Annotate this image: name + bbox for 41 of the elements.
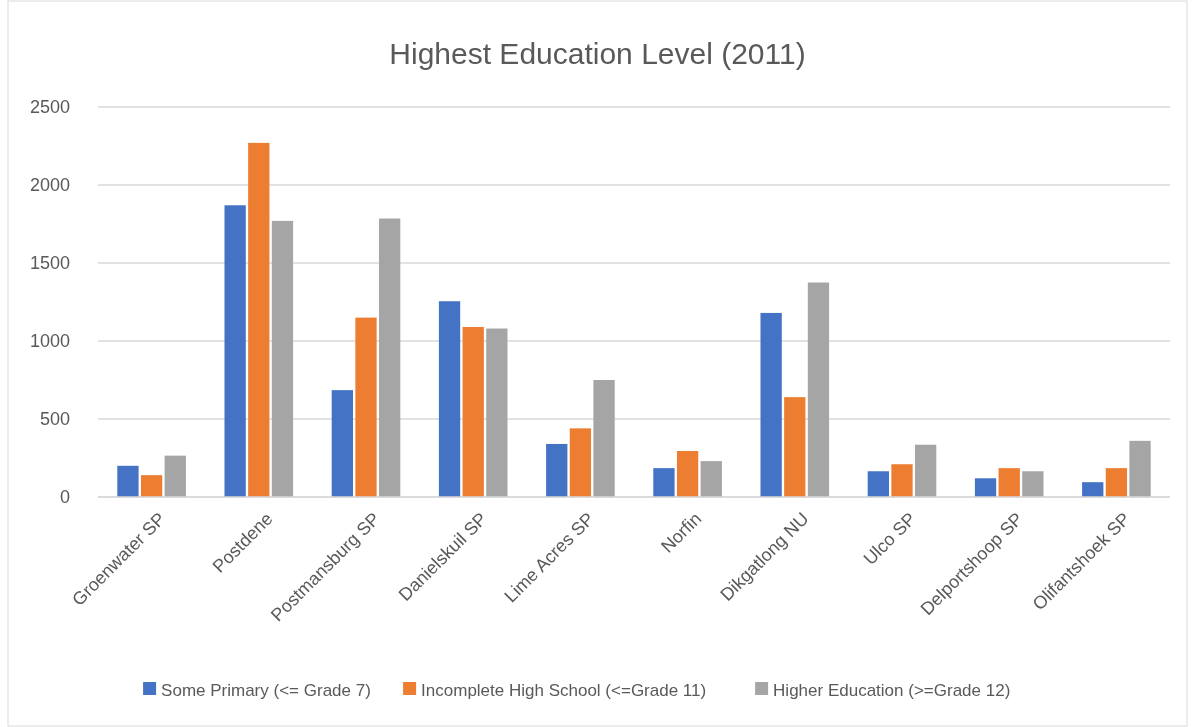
- legend-label: Some Primary (<= Grade 7): [161, 680, 371, 700]
- bar: [331, 390, 353, 497]
- y-tick-label: 2500: [29, 97, 70, 118]
- bar: [760, 312, 782, 497]
- bar: [1105, 468, 1128, 497]
- bar: [593, 380, 615, 497]
- bar: [974, 478, 997, 497]
- bar: [1129, 440, 1151, 497]
- bar: [224, 205, 246, 497]
- y-tick-label: 0: [59, 487, 70, 508]
- bar: [700, 461, 722, 497]
- bar: [248, 142, 270, 497]
- bar: [915, 444, 937, 497]
- bar: [486, 328, 508, 497]
- bar: [462, 326, 484, 497]
- bar: [438, 301, 461, 497]
- bar: [998, 468, 1020, 497]
- bar: [676, 450, 699, 497]
- bar: [379, 218, 401, 497]
- bar: [653, 468, 675, 497]
- bar: [1082, 482, 1104, 497]
- legend-label: Incomplete High School (<=Grade 11): [421, 680, 707, 700]
- y-tick-label: 1500: [29, 253, 70, 274]
- bar: [140, 475, 163, 497]
- bar: [546, 443, 568, 497]
- y-tick-label: 1000: [29, 331, 70, 352]
- legend-label: Higher Education (>=Grade 12): [773, 680, 1011, 700]
- y-tick-label: 500: [39, 409, 70, 430]
- y-tick-label: 2000: [29, 175, 70, 196]
- bar: [569, 428, 592, 497]
- chart-title: Highest Education Level (2011): [389, 37, 806, 70]
- bar: [164, 455, 186, 497]
- bar: [867, 471, 889, 497]
- bar: [355, 317, 377, 497]
- bar: [807, 282, 830, 497]
- bar: [891, 464, 913, 497]
- bar: [271, 220, 294, 497]
- bar: [1022, 471, 1044, 497]
- bar: [117, 465, 139, 497]
- bar: [784, 397, 806, 497]
- x-tick-label: Ulco SP: [859, 508, 920, 569]
